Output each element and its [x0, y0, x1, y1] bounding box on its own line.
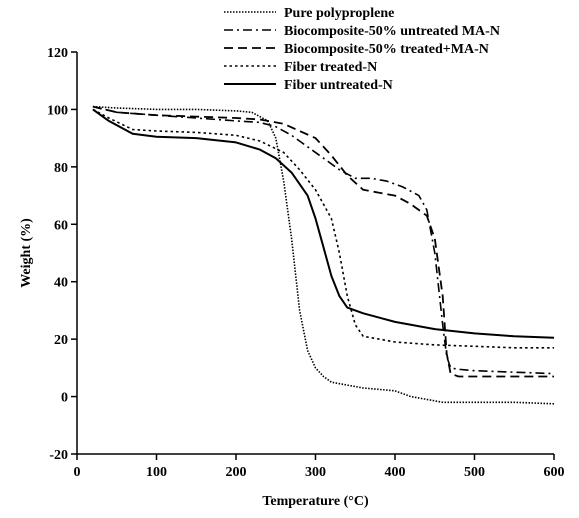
x-tick-label: 200 — [226, 465, 247, 480]
x-tick-label: 600 — [544, 465, 565, 480]
x-tick-label: 400 — [385, 465, 406, 480]
y-tick-label: 100 — [47, 103, 68, 118]
legend-label-4: Fiber treated-N — [284, 60, 377, 75]
legend-label-1: Pure polyproplene — [284, 6, 394, 21]
axes: -20 0 20 40 60 80 100 120 0 100 200 300 400 500 600 — [47, 46, 565, 480]
series-line-4 — [92, 108, 554, 349]
x-tick-label: 300 — [305, 465, 326, 480]
legend-label-2: Biocomposite-50% untreated MA-N — [284, 24, 500, 39]
y-tick-label: 20 — [54, 333, 68, 348]
y-tick-label: -20 — [49, 448, 68, 463]
y-tick-label: 80 — [54, 161, 68, 176]
y-tick-label: 120 — [47, 46, 68, 61]
x-tick-label: 100 — [146, 465, 167, 480]
legend-label-5: Fiber untreated-N — [284, 78, 393, 93]
y-tick-label: 40 — [54, 276, 68, 291]
y-axis-title: Weight (%) — [19, 218, 34, 288]
x-tick-label: 500 — [464, 465, 485, 480]
series-line-3 — [92, 105, 554, 378]
plot-area — [92, 105, 555, 405]
y-tick-label: 60 — [54, 218, 68, 233]
series-line-1 — [92, 105, 555, 405]
series-line-5 — [92, 108, 555, 339]
y-tick-label: 0 — [61, 391, 68, 406]
x-axis-title: Temperature (°C) — [262, 494, 369, 509]
x-tick-label: 0 — [74, 465, 81, 480]
legend-label-3: Biocomposite-50% treated+MA-N — [284, 42, 489, 57]
legend: Pure polyproplene Biocomposite-50% untrea… — [224, 6, 500, 93]
